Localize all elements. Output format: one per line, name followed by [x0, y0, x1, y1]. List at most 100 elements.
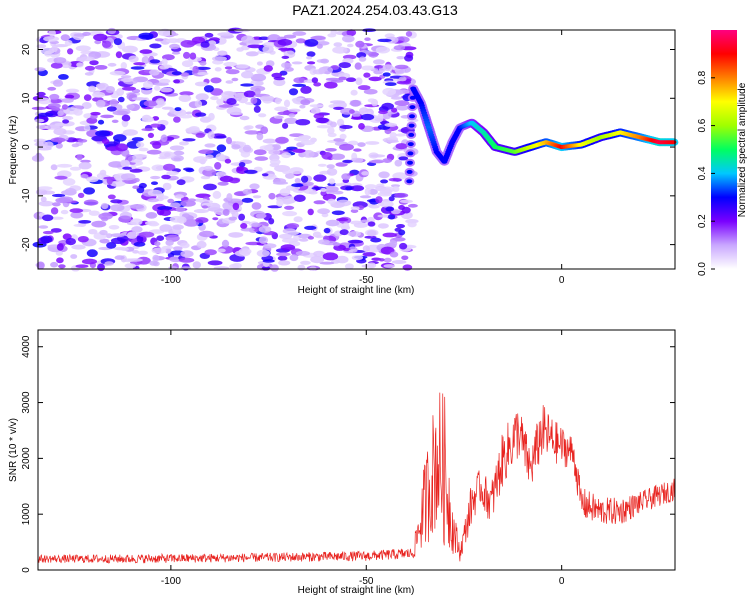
spectrogram-noise-blob: [36, 124, 49, 130]
spectrogram-noise-blob: [320, 187, 327, 192]
spectrogram-noise-blob: [310, 107, 321, 115]
spectrogram-noise-blob: [50, 164, 58, 171]
spectrogram-noise-blob: [145, 221, 152, 225]
spectrogram-noise-blob: [120, 159, 130, 166]
spectrogram-noise-blob: [364, 184, 377, 190]
spectrogram-noise-blob: [291, 183, 304, 188]
spectrogram-noise-blob: [126, 231, 138, 239]
spectrogram-noise-blob: [113, 134, 127, 142]
spectrogram-noise-blob: [86, 129, 100, 138]
spectrogram-noise-blob: [194, 100, 203, 108]
spectrogram-noise-blob: [281, 55, 290, 60]
spectrogram-noise-blob: [228, 177, 241, 184]
spectrogram-noise-blob: [272, 181, 289, 185]
spectrogram-noise-blob: [62, 119, 70, 124]
spectrogram-noise-blob: [291, 61, 303, 65]
spectrogram-noise-blob: [389, 240, 398, 248]
spectrogram-noise-blob: [73, 108, 83, 116]
spectrogram-noise-blob: [310, 256, 325, 264]
spectrogram-noise-blob: [225, 80, 234, 84]
spectrogram-noise-blob: [299, 104, 306, 109]
spectrogram-noise-blob: [330, 65, 340, 70]
spectrogram-noise-blob: [301, 175, 309, 183]
spectrogram-y-axis: 20 10 0 -10 -20: [21, 44, 675, 252]
spectrogram-noise-blob: [86, 249, 98, 258]
spectrogram-noise-blob: [279, 188, 291, 196]
spectrogram-noise-blob: [216, 98, 224, 106]
spectrogram-noise-blob: [288, 88, 299, 96]
spectrogram-noise-blob: [139, 49, 153, 54]
spectrogram-noise-blob: [108, 225, 120, 230]
spectrogram-ridge-core: [407, 151, 414, 156]
spectrogram-noise-blob: [138, 182, 147, 189]
spectrogram-noise-blob: [204, 32, 214, 38]
spectrogram-noise-blob: [56, 257, 64, 264]
spectrogram-noise-blob: [56, 163, 73, 168]
spectrogram-noise-blob: [368, 188, 378, 195]
snr-x-tick-label: -100: [161, 576, 181, 587]
spectrogram-noise-blob: [357, 142, 366, 148]
spectrogram-noise-blob: [204, 249, 217, 256]
spectrogram-noise-blob: [367, 221, 376, 227]
spectrogram-noise-blob: [368, 76, 382, 82]
spectrogram-noise-blob: [377, 214, 392, 218]
spectrogram-noise-blob: [53, 128, 67, 136]
snr-x-tick-label: 0: [559, 576, 565, 587]
spectrogram-noise-blob: [120, 173, 136, 181]
spectrogram-noise-blob: [258, 225, 272, 233]
spectrogram-ridge-core: [406, 179, 413, 184]
spectrogram-noise-blob: [65, 238, 77, 246]
spectrogram-noise-blob: [52, 202, 61, 207]
spectrogram-noise-blob: [274, 97, 282, 105]
spectrogram-noise-blob: [258, 36, 270, 41]
spectrogram-noise-blob: [319, 261, 335, 265]
spectrogram-noise-blob: [53, 44, 69, 48]
spectrogram-noise-blob: [169, 43, 180, 50]
spectrogram-noise-blob: [88, 229, 98, 235]
spectrogram-noise-blob: [215, 135, 227, 139]
spectrogram-noise-blob: [159, 209, 171, 216]
spectrogram-noise-blob: [271, 72, 283, 78]
spectrogram-noise-blob: [392, 186, 400, 192]
spectrogram-noise-blob: [345, 77, 357, 82]
spectrogram-noise-blob: [48, 29, 56, 37]
spectrogram-noise-blob: [99, 229, 108, 236]
spectrogram-noise-blob: [240, 223, 248, 229]
spectrogram-noise-blob: [179, 91, 194, 96]
spectrogram-noise-blob: [135, 141, 145, 148]
spectrogram-noise-blob: [322, 252, 339, 261]
spectrogram-noise-blob: [142, 81, 154, 89]
spectrogram-noise-blob: [308, 191, 318, 195]
spectrogram-noise-blob: [193, 198, 208, 202]
colorbar-tick-label: 0.2: [697, 214, 708, 228]
spectrogram-noise-blob: [293, 216, 303, 223]
spectrogram-noise-blob: [176, 216, 187, 224]
spectrogram-noise-blob: [323, 227, 331, 234]
spectrogram-noise-blob: [115, 143, 128, 152]
spectrogram-noise-blob: [247, 39, 263, 44]
spectrogram-noise-blob: [205, 154, 214, 159]
spectrogram-noise-blob: [388, 196, 395, 202]
spectrogram-noise-blob: [327, 132, 337, 138]
spectrogram-noise-blob: [180, 40, 196, 48]
spectrogram-noise-blob: [253, 149, 267, 156]
spectrogram-noise-blob: [118, 215, 131, 223]
spectrogram-noise-blob: [69, 208, 84, 213]
spectrogram-noise-blob: [136, 235, 144, 243]
spectrogram-noise-blob: [176, 179, 186, 186]
spectrogram-noise-blob: [361, 171, 369, 176]
snr-y-axis: 0 1000 2000 3000 4000: [21, 335, 675, 573]
spectrogram-noise-blob: [120, 247, 129, 251]
spectrogram-noise-blob: [131, 226, 143, 233]
spectrogram-noise-blob: [214, 67, 222, 72]
spectrogram-noise-blob: [392, 172, 408, 180]
snr-x-axis: -100 -50 0: [161, 330, 565, 587]
spectrogram-noise-blob: [350, 220, 363, 225]
spectrogram-noise-blob: [317, 239, 330, 245]
spectrogram-noise-blob: [258, 113, 267, 118]
spectrogram-noise-blob: [107, 62, 117, 67]
spectrogram-noise-blob: [335, 199, 352, 207]
spectrogram-noise-blob: [321, 152, 333, 160]
spectrogram-noise-blob: [268, 218, 275, 225]
spectrogram-noise-blob: [271, 144, 281, 151]
